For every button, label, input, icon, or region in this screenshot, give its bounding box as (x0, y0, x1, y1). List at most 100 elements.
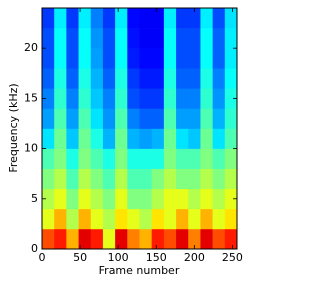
heatmap-cell (188, 68, 201, 89)
heatmap-cell (200, 168, 213, 190)
heatmap-cell (224, 128, 238, 149)
heatmap-cell (224, 148, 238, 169)
heatmap-cell (78, 188, 92, 210)
heatmap-cell (90, 8, 104, 29)
heatmap-cell (127, 68, 140, 89)
heatmap-cell (90, 48, 104, 69)
heatmap-cell (127, 128, 140, 149)
y-tick-label: 10 (24, 142, 38, 155)
heatmap-cell (200, 128, 213, 149)
heatmap-cell (176, 68, 189, 89)
heatmap-cell (90, 188, 104, 210)
heatmap-cell (115, 28, 128, 49)
heatmap-cell (127, 208, 140, 230)
heatmap-cell (200, 108, 213, 129)
heatmap-cell (54, 8, 67, 29)
heatmap-cell (188, 88, 201, 109)
heatmap-cell (151, 68, 165, 89)
heatmap-cell (42, 88, 55, 109)
heatmap-cell (42, 48, 55, 69)
heatmap-cell (200, 48, 213, 69)
heatmap-cell (188, 168, 201, 190)
heatmap-cell (54, 168, 67, 190)
heatmap-cell (66, 208, 79, 230)
heatmap-cell (163, 168, 177, 190)
heatmap-cell (151, 188, 165, 210)
heatmap-cell (224, 108, 238, 129)
heatmap-cell (151, 208, 165, 230)
heatmap-cell (78, 28, 92, 49)
heatmap-cell (188, 48, 201, 69)
heatmap-cell (90, 228, 104, 250)
heatmap-cell (115, 8, 128, 29)
heatmap-cell (66, 48, 79, 69)
heatmap-cell (212, 8, 226, 29)
heatmap-cell (115, 208, 128, 230)
heatmap-cell (163, 8, 177, 29)
heatmap-cell (224, 168, 238, 190)
heatmap-cell (176, 108, 189, 129)
x-axis-label: Frame number (99, 264, 180, 277)
heatmap-cell (42, 28, 55, 49)
heatmap-cell (90, 168, 104, 190)
heatmap-cell (102, 68, 116, 89)
plot-frame (41, 7, 238, 250)
heatmap-cell (212, 28, 226, 49)
heatmap-cell (90, 148, 104, 169)
y-tick-label: 5 (31, 192, 38, 205)
heatmap-cell (42, 168, 55, 190)
heatmap-cell (188, 208, 201, 230)
heatmap-cell (54, 28, 67, 49)
heatmap-cell (163, 188, 177, 210)
x-tick-label: 200 (184, 251, 205, 264)
heatmap-cell (163, 128, 177, 149)
heatmap-cell (78, 68, 92, 89)
heatmap-cell (212, 68, 226, 89)
heatmap-cell (224, 88, 238, 109)
heatmap-cell (188, 188, 201, 210)
heatmap-cell (200, 228, 213, 250)
heatmap-cell (54, 128, 67, 149)
heatmap-cell (224, 8, 238, 29)
heatmap-cell (127, 168, 140, 190)
heatmap-cell (188, 228, 201, 250)
heatmap-cell (139, 168, 152, 190)
heatmap-cell (224, 208, 238, 230)
heatmap-cell (139, 88, 152, 109)
chart: Frame number Frequency (kHz) 0 50 100 150 20… (7, 7, 243, 277)
heatmap-cell (90, 28, 104, 49)
heatmap-cell (102, 168, 116, 190)
heatmap-cell (176, 8, 189, 29)
heatmap-cell (78, 108, 92, 129)
heatmap-cell (115, 148, 128, 169)
heatmap-cell (66, 68, 79, 89)
heatmap-cell (90, 208, 104, 230)
heatmap-cell (188, 8, 201, 29)
heatmap-cell (127, 188, 140, 210)
heatmap-cell (176, 28, 189, 49)
heatmap-cell (54, 88, 67, 109)
heatmap-cell (224, 28, 238, 49)
heatmap-cell (176, 128, 189, 149)
heatmap-cell (115, 88, 128, 109)
x-tick-label: 150 (146, 251, 167, 264)
heatmap-cell (188, 108, 201, 129)
heatmap-cell (78, 48, 92, 69)
heatmap-cell (163, 28, 177, 49)
y-tick-label: 20 (24, 41, 38, 54)
heatmap-cell (224, 48, 238, 69)
heatmap-cell (139, 48, 152, 69)
heatmap-cell (212, 208, 226, 230)
heatmap-cell (163, 148, 177, 169)
heatmap-cell (115, 68, 128, 89)
heatmap-cell (139, 128, 152, 149)
heatmap-cell (200, 68, 213, 89)
heatmap-cell (151, 128, 165, 149)
heatmap-cell (212, 48, 226, 69)
heatmap-cell (66, 28, 79, 49)
heatmap-cell (127, 88, 140, 109)
heatmap-cell (90, 88, 104, 109)
heatmap-cell (151, 88, 165, 109)
heatmap-cell (42, 188, 55, 210)
heatmap-cell (200, 148, 213, 169)
